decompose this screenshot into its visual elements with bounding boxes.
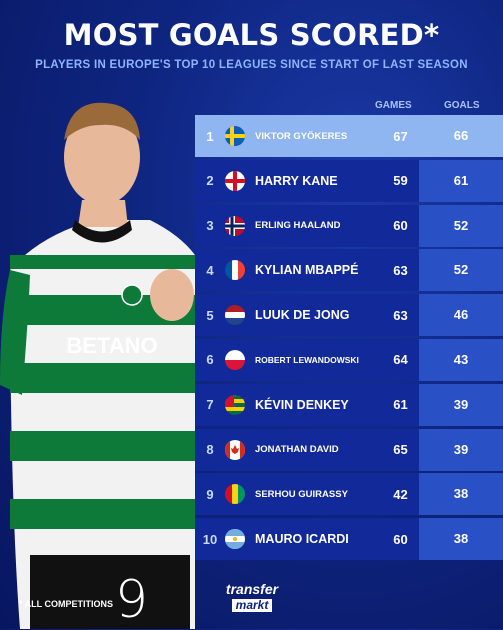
footnote: * ALL COMPETITIONS — [19, 599, 114, 609]
rank: 4 — [206, 262, 214, 278]
player-name: VIKTOR GYÖKERES — [255, 130, 348, 142]
netherlands-flag-icon — [225, 305, 245, 326]
table-row: 10 MAURO ICARDI 60 38 — [195, 518, 503, 561]
games-value: 42 — [393, 486, 408, 502]
goals-value: 38 — [419, 473, 503, 516]
guinea-flag-icon — [225, 484, 245, 505]
games-value: 60 — [393, 218, 408, 234]
games-column-header: GAMES — [375, 100, 412, 111]
rank: 10 — [202, 531, 218, 547]
player-name: HARRY KANE — [255, 173, 338, 188]
canada-flag-icon — [225, 439, 245, 460]
goals-value: 66 — [453, 128, 469, 143]
togo-flag-icon — [225, 394, 245, 415]
rank: 3 — [206, 218, 214, 234]
games-value: 61 — [393, 397, 408, 413]
player-name: SERHOU GUIRASSY — [255, 488, 348, 500]
player-name: ERLING HAALAND — [255, 220, 341, 232]
france-flag-icon — [225, 260, 245, 281]
transfermarkt-logo: transfer markt — [217, 582, 287, 612]
argentina-flag-icon — [225, 529, 245, 550]
goals-value: 52 — [419, 204, 503, 247]
shirt-sponsor-text: BETANO — [66, 333, 157, 358]
games-value: 64 — [393, 352, 408, 368]
table-row: 8 JONATHAN DAVID 65 39 — [195, 428, 503, 471]
goals-value: 39 — [419, 428, 503, 471]
rank: 9 — [206, 486, 214, 502]
goals-table: 1 VIKTOR GYÖKERES 67 66 2 HARRY KANE 59 … — [195, 115, 503, 563]
rank: 1 — [206, 128, 214, 144]
table-row: 1 VIKTOR GYÖKERES 67 66 — [195, 115, 503, 157]
rank: 8 — [206, 442, 214, 458]
norway-flag-icon — [225, 215, 245, 236]
games-value: 59 — [393, 173, 408, 189]
games-value: 65 — [393, 442, 408, 458]
goals-value: 43 — [419, 338, 503, 381]
goals-value: 46 — [419, 294, 503, 337]
games-value: 67 — [393, 128, 408, 144]
player-name: ROBERT LEWANDOWSKI — [255, 354, 359, 365]
goals-value: 61 — [419, 159, 503, 202]
table-row: 4 KYLIAN MBAPPÉ 63 52 — [195, 249, 503, 292]
table-row: 6 ROBERT LEWANDOWSKI 64 43 — [195, 338, 503, 381]
table-row: 2 HARRY KANE 59 61 — [195, 159, 503, 202]
england-flag-icon — [225, 170, 245, 191]
shirt-number: 9 — [115, 570, 149, 630]
table-row: 3 ERLING HAALAND 60 52 — [195, 204, 503, 247]
table-row: 7 KÉVIN DENKEY 61 39 — [195, 383, 503, 426]
rank: 6 — [206, 352, 214, 368]
rank: 2 — [206, 173, 214, 189]
player-name: MAURO ICARDI — [255, 532, 349, 547]
goals-value: 52 — [419, 249, 503, 292]
goals-value: 38 — [419, 518, 503, 561]
logo-line-2: markt — [231, 599, 273, 612]
player-image: BETANO — [0, 102, 195, 629]
sweden-flag-icon — [225, 126, 245, 146]
rank: 7 — [206, 397, 214, 413]
goals-value: 39 — [419, 383, 503, 426]
table-row: 9 SERHOU GUIRASSY 42 38 — [195, 473, 503, 516]
goals-column-header: GOALS — [444, 100, 480, 111]
player-name: LUUK DE JONG — [255, 308, 350, 323]
player-name: JONATHAN DAVID — [255, 444, 339, 456]
rank: 5 — [206, 307, 214, 323]
poland-flag-icon — [225, 349, 245, 370]
player-name: KYLIAN MBAPPÉ — [255, 263, 359, 278]
games-value: 63 — [393, 307, 408, 323]
page-subtitle: PLAYERS IN EUROPE'S TOP 10 LEAGUES SINCE… — [35, 59, 468, 71]
player-name: KÉVIN DENKEY — [255, 397, 349, 412]
games-value: 60 — [393, 531, 408, 547]
page-title: MOST GOALS SCORED* — [63, 18, 440, 52]
table-row: 5 LUUK DE JONG 63 46 — [195, 294, 503, 337]
logo-line-1: transfer — [225, 581, 279, 597]
games-value: 63 — [393, 262, 408, 278]
